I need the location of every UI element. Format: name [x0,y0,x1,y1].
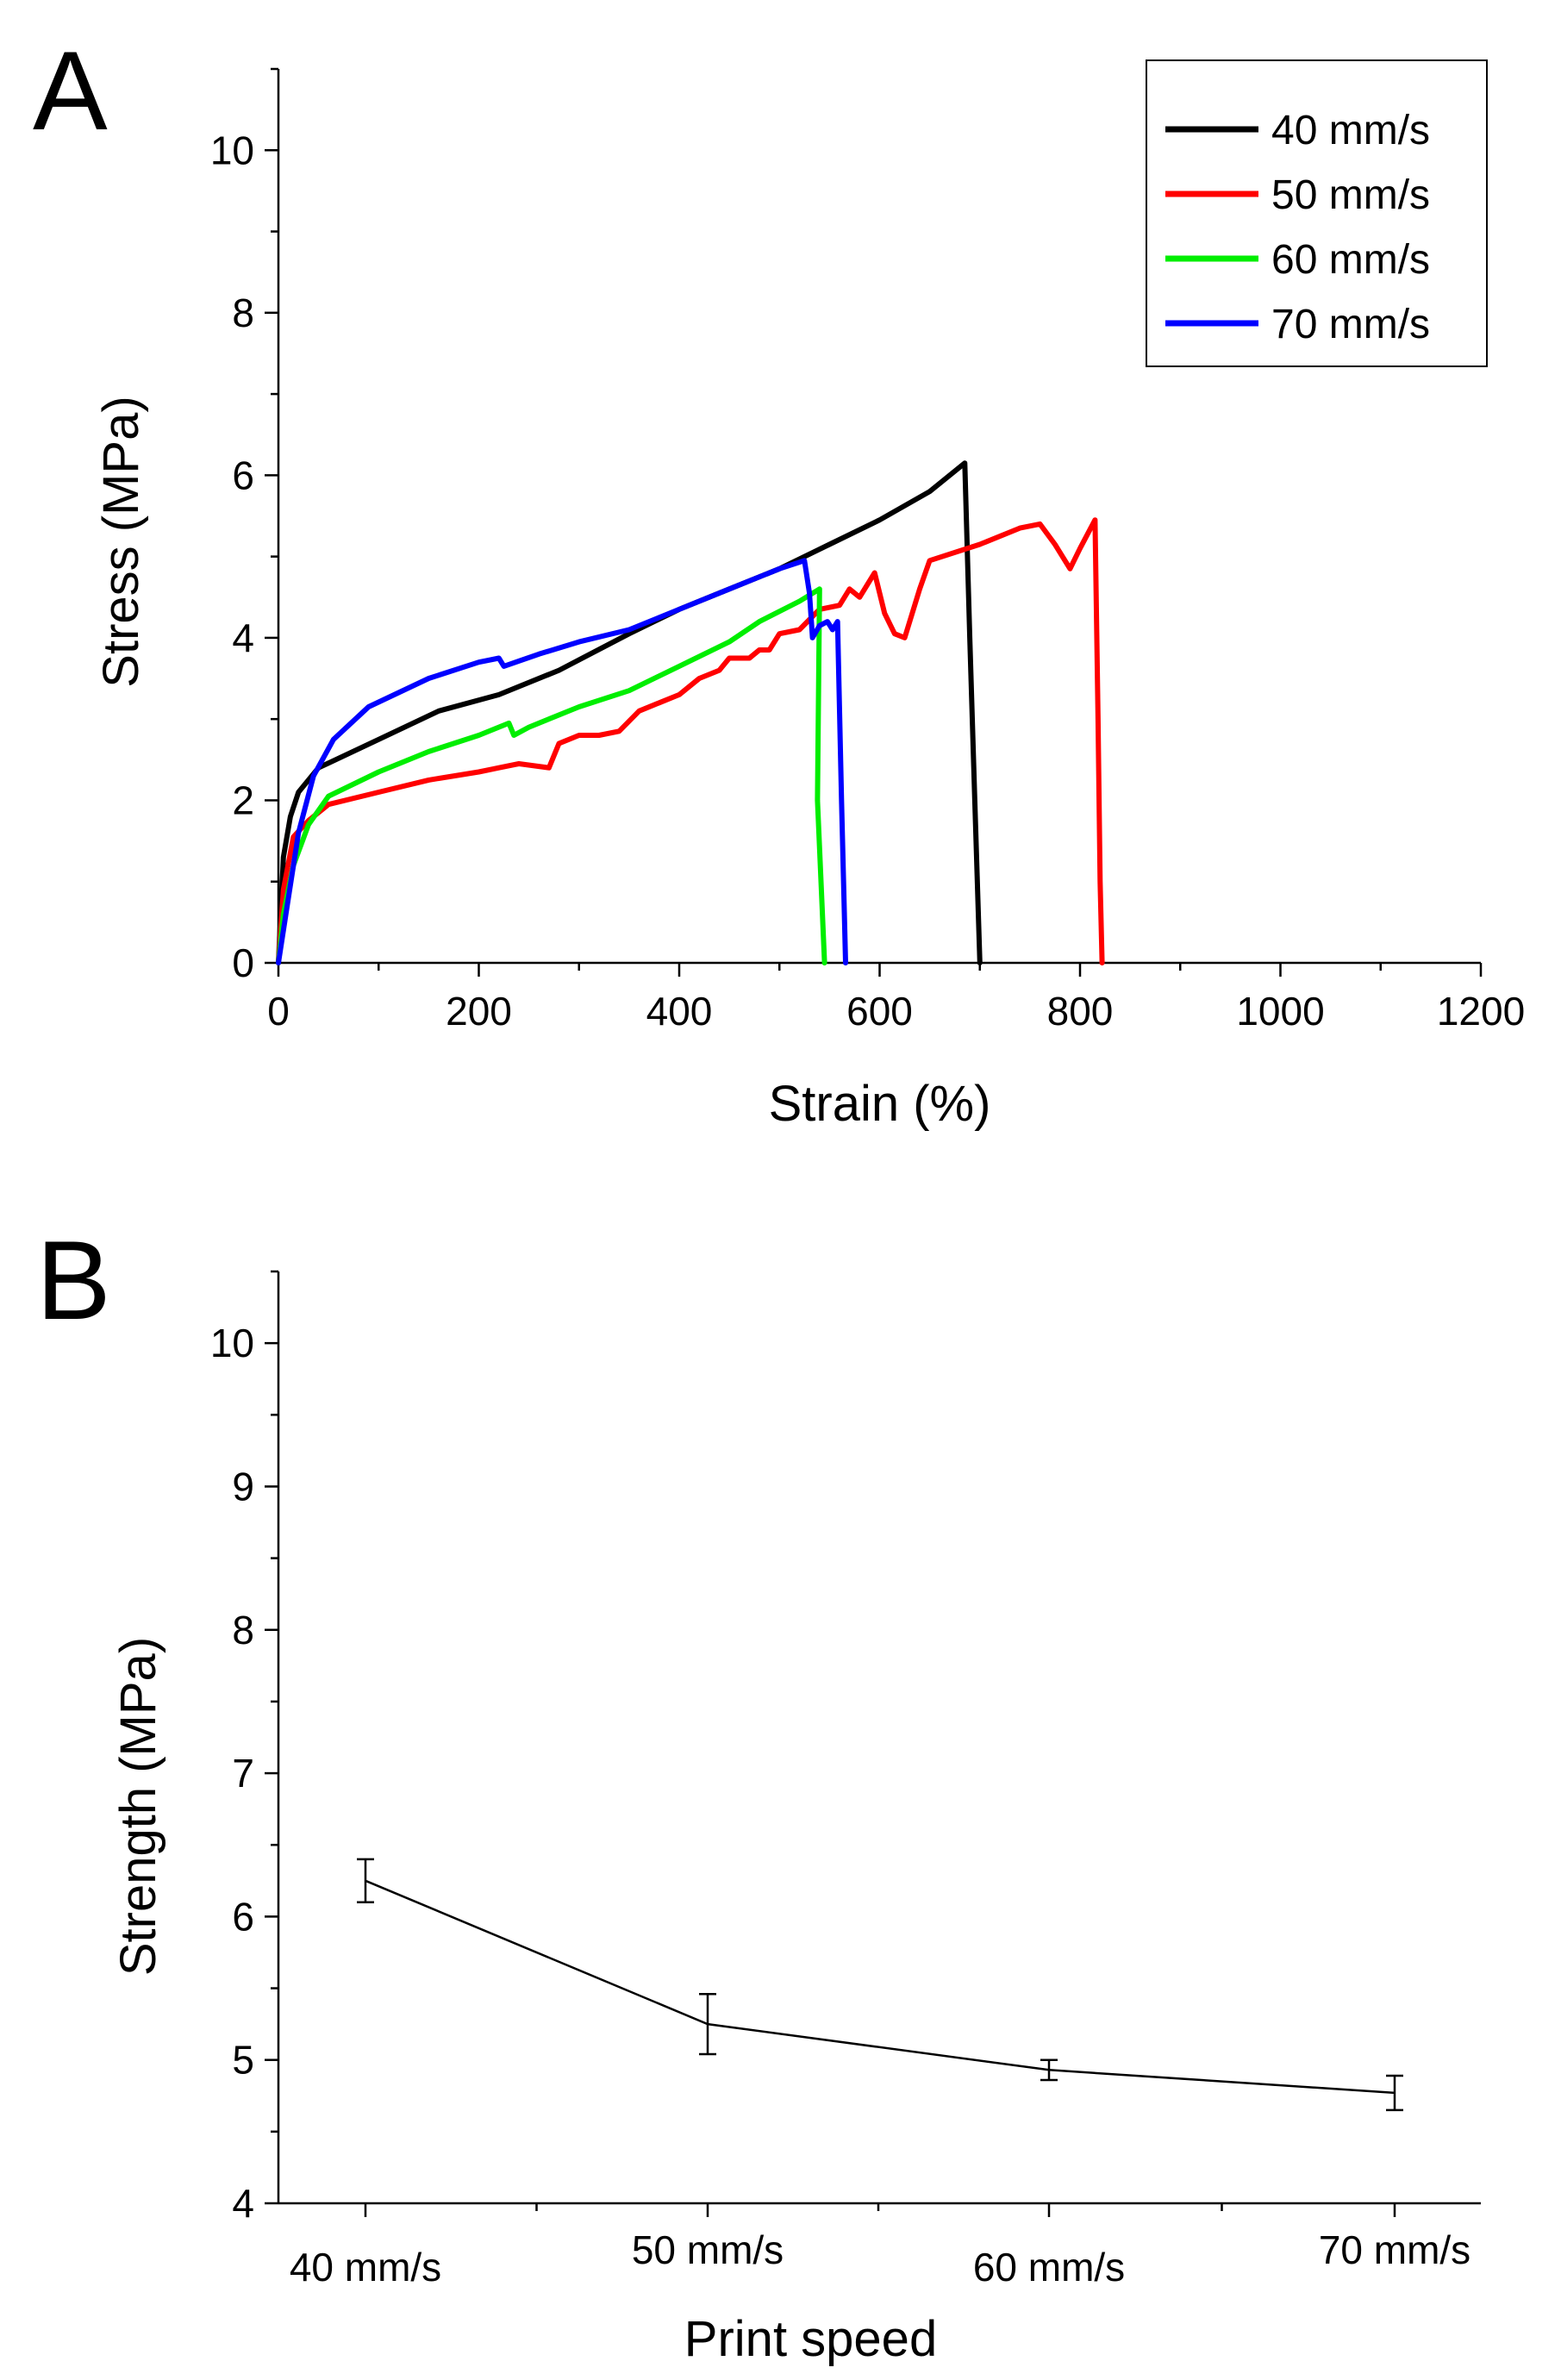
series-line-70-mm-s [276,558,848,965]
y-tick-label: 6 [232,1894,254,1939]
y-tick-label: 9 [232,1464,254,1509]
x-tick-label: 50 mm/s [632,2227,784,2272]
series-line-50-mm-s [276,517,1105,965]
panel-a-label: A [33,28,108,153]
y-tick-label: 0 [232,940,254,985]
series-line-40-mm-s [276,460,983,965]
strength-line [365,1879,1396,2095]
x-tick-label: 70 mm/s [1319,2227,1470,2272]
chart-b-strength-vs-speed: 4 5 6 7 8 9 10 40 mm/s 50 mm/s 60 mm/s 70 mm/s Prin… [110,1270,1481,2367]
x-tick-label: 400 [646,989,713,1034]
y-tick-label: 10 [210,128,254,172]
x-axis-title: Print speed [684,2311,937,2367]
legend-label: 50 mm/s [1271,172,1430,218]
legend-box [1146,59,1488,367]
x-tick-label: 1000 [1236,989,1324,1034]
x-tick-label: 1200 [1437,989,1525,1034]
x-tick-label: 200 [446,989,512,1034]
y-tick-label: 8 [232,1608,254,1652]
y-tick-label: 7 [232,1751,254,1796]
legend-label: 60 mm/s [1271,237,1430,283]
x-tick-label: 40 mm/s [290,2245,441,2289]
chart-a-stress-strain: 0 2 4 6 8 10 0 200 400 600 800 1000 1200 Strain (%) St… [93,59,1525,1132]
x-tick-label: 600 [846,989,913,1034]
y-tick-label: 8 [232,290,254,335]
y-tick-label: 4 [232,2181,254,2226]
legend-label: 40 mm/s [1271,108,1430,153]
y-tick-label: 4 [232,615,254,660]
y-tick-label: 10 [210,1321,254,1365]
series-line-60-mm-s [276,586,827,965]
panel-b-label: B [36,1217,111,1343]
y-tick-label: 2 [232,778,254,822]
x-tick-label: 0 [267,989,290,1034]
y-tick-label: 5 [232,2038,254,2083]
y-axis-title: Stress (MPa) [93,396,149,687]
x-tick-label: 60 mm/s [973,2245,1125,2289]
x-tick-label: 800 [1047,989,1114,1034]
y-tick-label: 6 [232,453,254,497]
y-axis-title: Strength (MPa) [110,1637,166,1976]
legend-label: 70 mm/s [1271,302,1430,347]
x-axis-title: Strain (%) [769,1076,991,1132]
